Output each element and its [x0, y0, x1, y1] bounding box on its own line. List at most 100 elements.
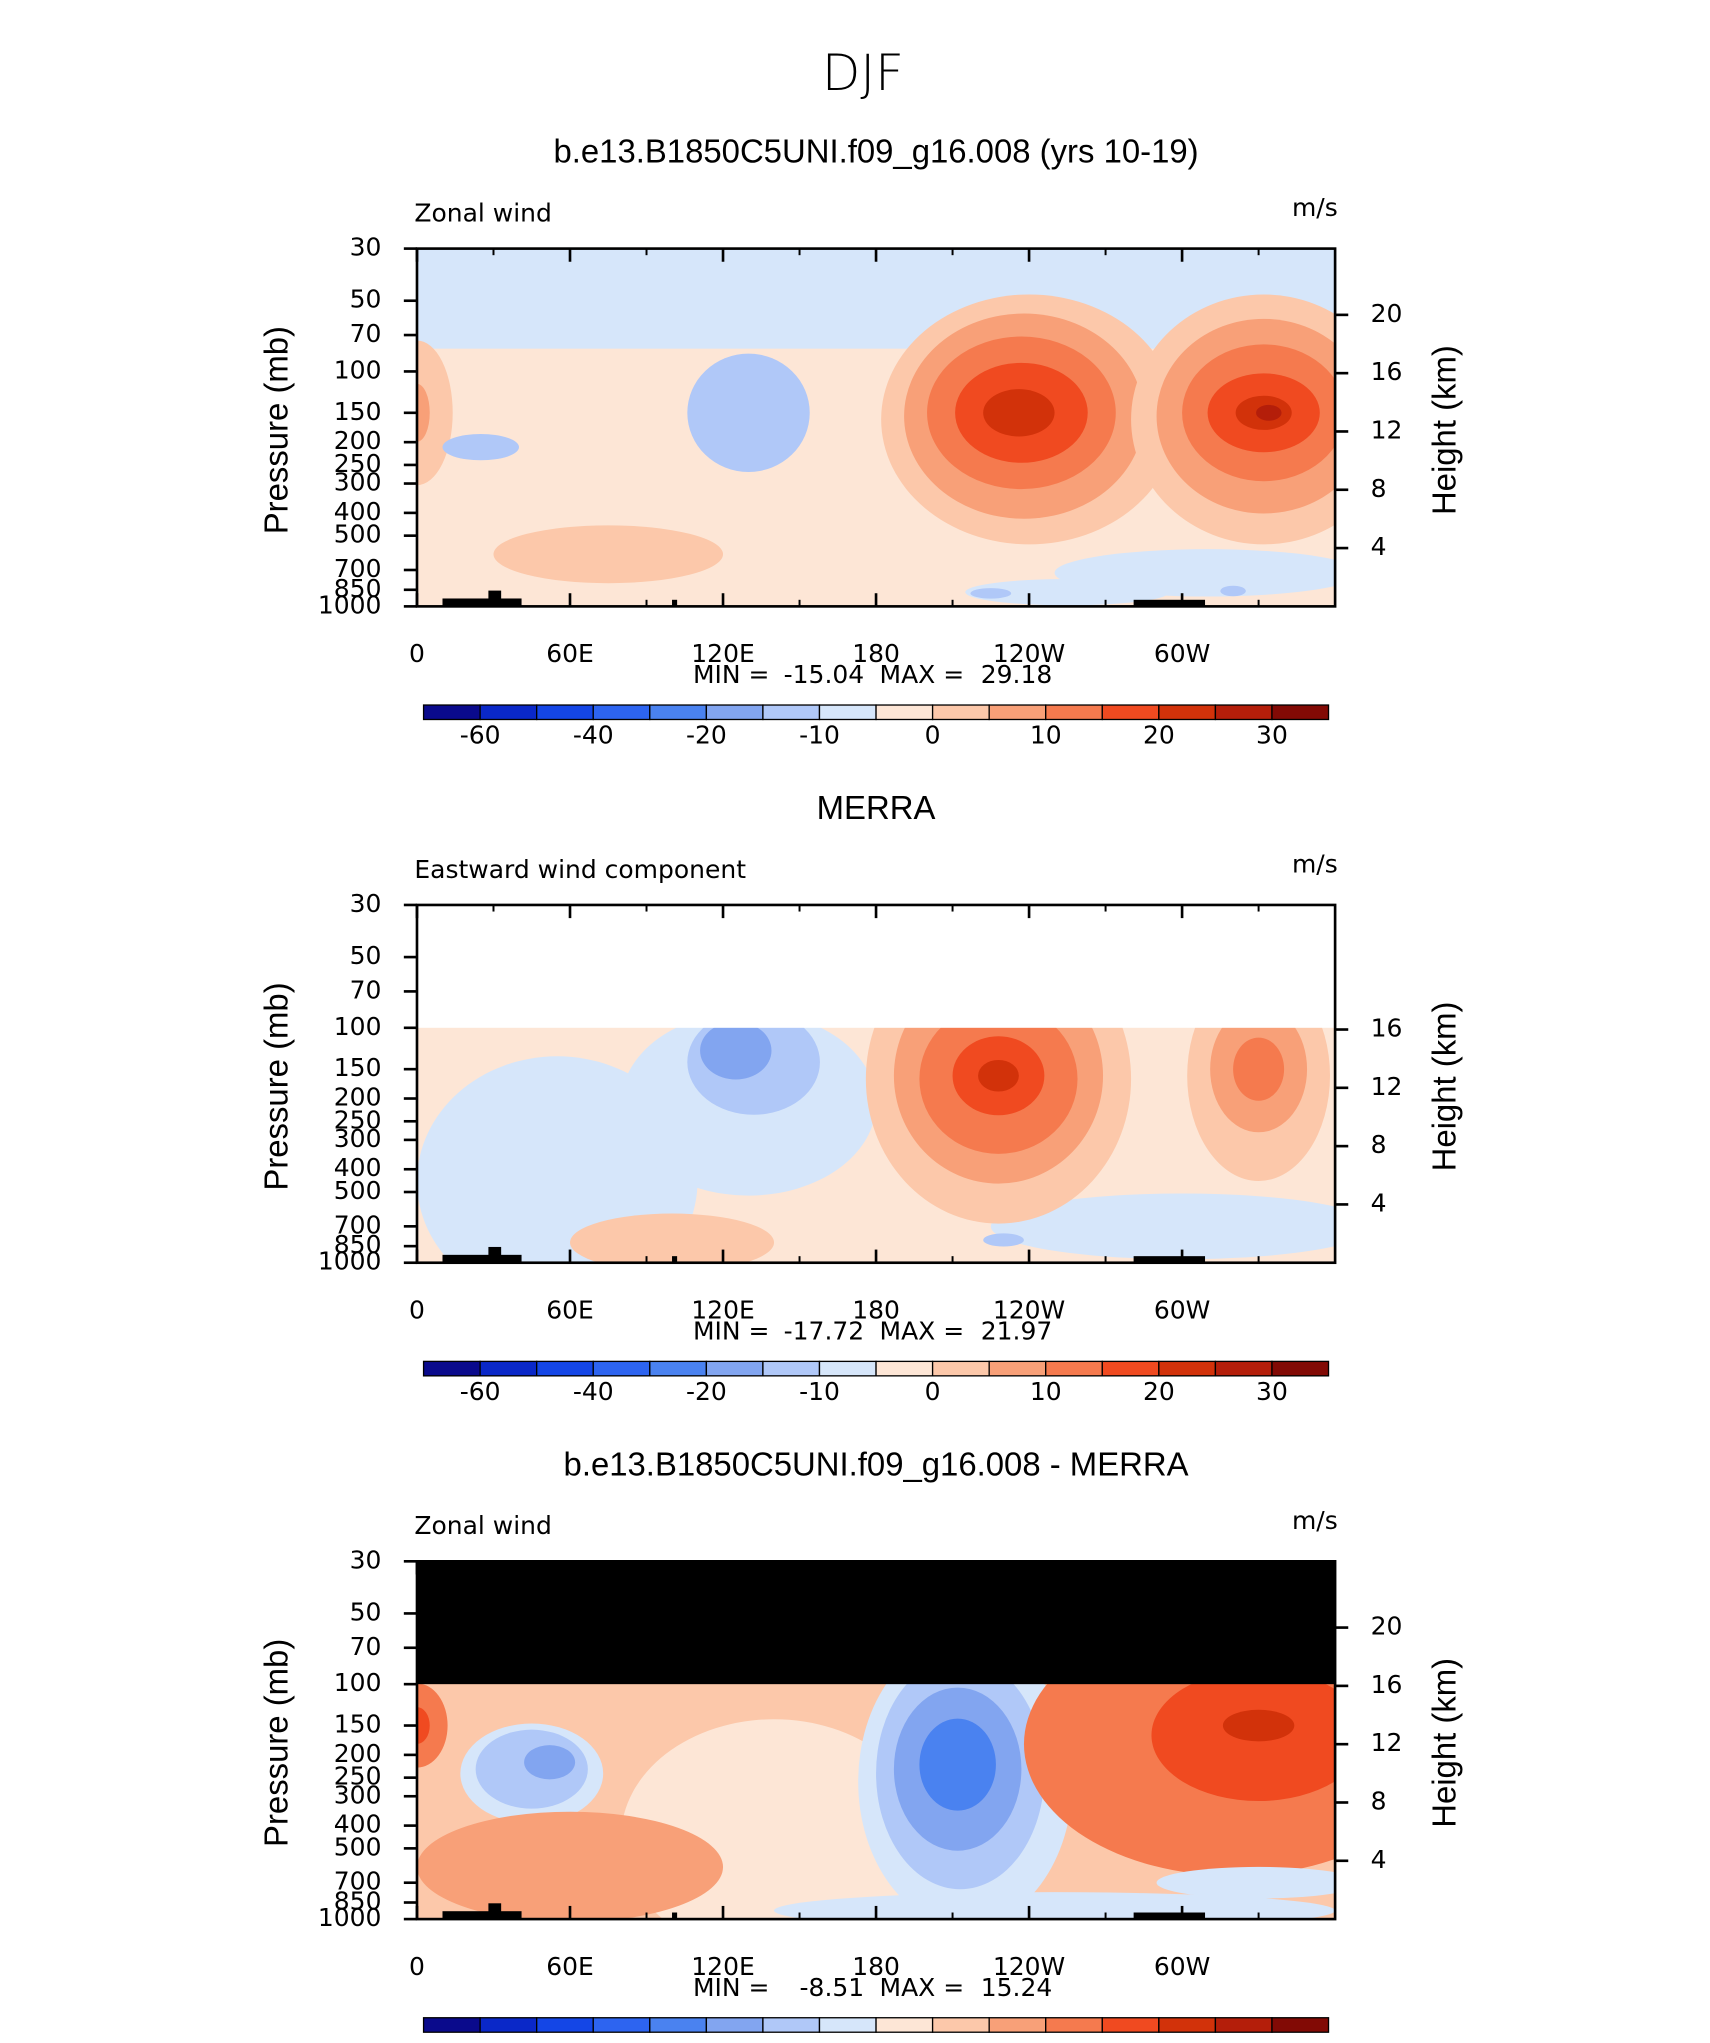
colorbar-box: [988, 704, 1047, 721]
colorbar-box: [536, 1360, 594, 1377]
colorbar-box: [592, 704, 651, 721]
y-tick-label: 300: [334, 468, 382, 497]
field-contour: [1256, 404, 1282, 421]
min-value: -17.72: [784, 1316, 865, 1345]
right-string: m/s: [1292, 849, 1338, 878]
left-string: Eastward wind component: [414, 855, 746, 884]
field-contour: [1220, 585, 1246, 597]
max-label: MAX =: [880, 1973, 965, 2002]
colorbar-box: [988, 2017, 1047, 2033]
colorbar-box: [818, 2017, 877, 2033]
min-value: -8.51: [800, 1973, 865, 2002]
colorbar-label: 15: [1200, 2033, 1232, 2038]
min-label: MIN =: [693, 1316, 770, 1345]
field: [416, 1561, 1336, 1920]
colorbar-label: -6: [694, 2033, 719, 2038]
colorbar-box: [705, 704, 764, 721]
colorbar-box: [875, 1360, 934, 1377]
topography: [672, 599, 678, 607]
y2-tick-label: 16: [1371, 1670, 1403, 1699]
y-tick-label: 400: [334, 1810, 382, 1839]
y2-tick-label: 4: [1371, 532, 1387, 561]
topography: [442, 1254, 522, 1263]
y-tick-label: 850: [334, 1887, 382, 1916]
colorbar-box: [762, 704, 821, 721]
colorbar-box: [1214, 2017, 1273, 2033]
colorbar-box: [649, 2017, 708, 2033]
field-contour: [919, 1718, 996, 1811]
x-tick-label: 120E: [691, 639, 754, 668]
colorbar-box: [1101, 2017, 1160, 2033]
field-contour: [700, 1021, 772, 1080]
y-tick-label: 700: [334, 1867, 382, 1896]
colorbar-box: [592, 1360, 651, 1377]
y2-tick-label: 8: [1371, 474, 1387, 503]
colorbar-box: [818, 1360, 877, 1377]
field-contour: [1156, 1866, 1336, 1899]
colorbar-box: [1158, 2017, 1217, 2033]
x-tick-label: 0: [409, 639, 425, 668]
y-tick-label: 500: [334, 520, 382, 549]
right-string: m/s: [1292, 1506, 1338, 1535]
colorbar-box: [1214, 1360, 1273, 1377]
colorbar-box: [1158, 1360, 1217, 1377]
colorbar-label: 10: [1030, 1377, 1062, 1406]
colorbar-box: [705, 1360, 764, 1377]
y-tick-label: 1000: [318, 1247, 382, 1276]
colorbar-label: -1: [807, 2033, 832, 2038]
left-string: Zonal wind: [414, 198, 552, 227]
panel-title: MERRA: [817, 789, 936, 826]
y2-tick-label: 12: [1371, 1728, 1403, 1757]
colorbar-box: [931, 1360, 990, 1377]
x-tick-label: 0: [409, 1952, 425, 1981]
field-contour: [983, 389, 1055, 437]
topography: [442, 1911, 522, 1920]
field-contour: [493, 525, 724, 584]
y2-tick-label: 8: [1371, 1130, 1387, 1159]
colorbar-label: 9: [1094, 2033, 1110, 2038]
field-contour: [416, 1707, 430, 1744]
colorbar-label: 1: [925, 2033, 941, 2038]
colorbar-label: 0: [868, 2033, 884, 2038]
field: [416, 904, 1336, 1263]
topography: [1133, 1912, 1206, 1920]
field-contour: [442, 433, 520, 461]
colorbar-label: -3: [750, 2033, 775, 2038]
colorbar-box: [875, 2017, 934, 2033]
colorbar-box: [762, 2017, 821, 2033]
left-string: Zonal wind: [414, 1511, 552, 1540]
y2-tick-label: 16: [1371, 1014, 1403, 1043]
colorbar-box: [536, 2017, 594, 2033]
y-tick-label: 1000: [318, 1903, 382, 1932]
colorbar-box: [592, 2017, 651, 2033]
colorbar-box: [1045, 704, 1103, 721]
x-tick-label: 60W: [1154, 1952, 1211, 1981]
y-tick-label: 150: [334, 1053, 382, 1082]
field: [416, 248, 1336, 607]
field-contour: [416, 1683, 448, 1768]
colorbar-box: [1214, 704, 1273, 721]
x-tick-label: 60E: [546, 1295, 594, 1324]
y2-tick-label: 16: [1371, 357, 1403, 386]
field-contour: [990, 1193, 1336, 1260]
x-tick-label: 60E: [546, 639, 594, 668]
colorbar-label: -15: [516, 2033, 557, 2038]
y-tick-label: 400: [334, 1153, 382, 1182]
y-tick-label: 300: [334, 1780, 382, 1809]
y2-tick-label: 4: [1371, 1188, 1387, 1217]
field-contour: [1222, 1709, 1295, 1742]
colorbar-box: [422, 2017, 481, 2033]
field-contour: [970, 588, 1012, 599]
field-missing: [416, 904, 1336, 1028]
y-tick-label: 850: [334, 1230, 382, 1259]
y-tick-label: 700: [334, 1210, 382, 1239]
y2-tick-label: 12: [1371, 415, 1403, 444]
x-tick-label: 180: [852, 1952, 900, 1981]
y2-axis-title: Height (km): [1426, 1002, 1463, 1172]
y-tick-label: 30: [350, 889, 382, 918]
panel-title: b.e13.B1850C5UNI.f09_g16.008 (yrs 10-19): [553, 133, 1198, 170]
colorbar-label: -12: [573, 2033, 614, 2038]
colorbar-label: -10: [799, 721, 840, 750]
y-tick-label: 250: [334, 449, 382, 478]
y-tick-label: 1000: [318, 590, 382, 619]
